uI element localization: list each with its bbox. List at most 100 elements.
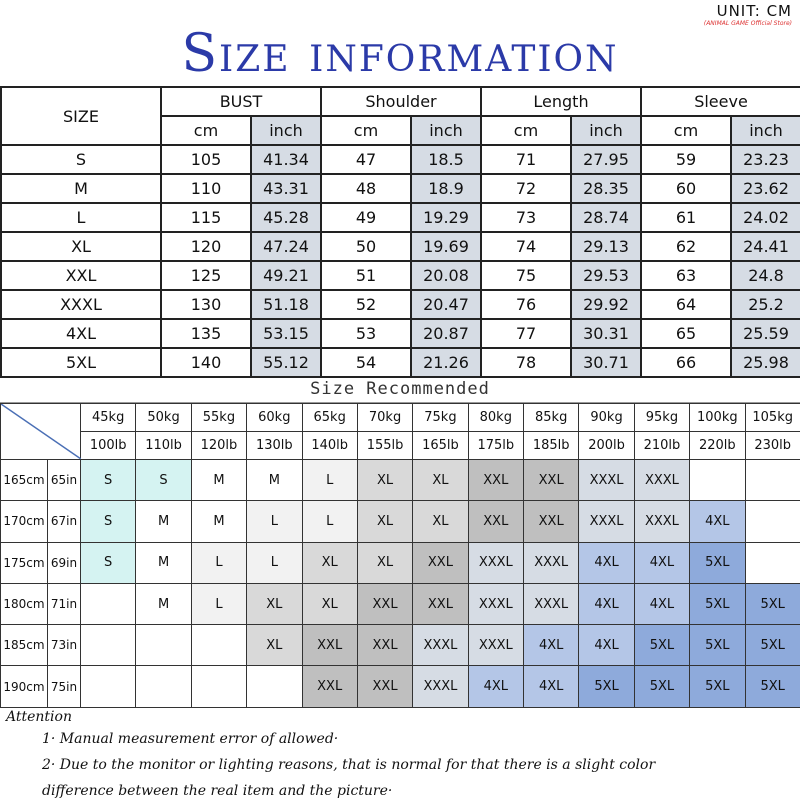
- size-cell: XXL: [413, 583, 468, 624]
- measure-cell: 125: [161, 261, 251, 290]
- measure-cell: 65: [641, 319, 731, 348]
- inch-header: inch: [731, 116, 800, 145]
- measure-cell: 51: [321, 261, 411, 290]
- unit-text: UNIT: CM: [704, 2, 792, 20]
- height-cm-label: 165cm: [1, 460, 48, 501]
- measure-cell: 20.87: [411, 319, 481, 348]
- weight-lb-header: 230lb: [745, 432, 800, 460]
- size-cell: XXL: [357, 583, 412, 624]
- size-cell: XL: [413, 460, 468, 501]
- weight-lb-header: 165lb: [413, 432, 468, 460]
- store-watermark: (ANIMAL GAME Official Store): [704, 20, 792, 27]
- size-cell: M: [136, 542, 191, 583]
- measure-cell: 60: [641, 174, 731, 203]
- measure-cell: 130: [161, 290, 251, 319]
- size-cell: XXL: [468, 460, 523, 501]
- measure-cell: 29.92: [571, 290, 641, 319]
- height-in-label: 73in: [48, 625, 81, 666]
- size-cell: L: [247, 542, 302, 583]
- measure-cell: 25.98: [731, 348, 800, 377]
- measure-cell: 48: [321, 174, 411, 203]
- size-cell: XXXL: [413, 625, 468, 666]
- measure-cell: 27.95: [571, 145, 641, 174]
- height-in-label: 69in: [48, 542, 81, 583]
- weight-kg-header: 95kg: [634, 404, 689, 432]
- weight-kg-header: 55kg: [191, 404, 246, 432]
- size-cell: S: [81, 501, 136, 542]
- size-cell: 4XL: [524, 666, 579, 707]
- measure-cell: 52: [321, 290, 411, 319]
- size-cell: XXL: [357, 625, 412, 666]
- unit-label: UNIT: CM (ANIMAL GAME Official Store): [704, 2, 792, 27]
- size-cell: 5XL: [690, 666, 745, 707]
- size-cell: S: [1, 145, 161, 174]
- size-cell: [745, 542, 800, 583]
- weight-kg-header: 100kg: [690, 404, 745, 432]
- measure-cell: 64: [641, 290, 731, 319]
- weight-lb-header: 220lb: [690, 432, 745, 460]
- measure-cell: 115: [161, 203, 251, 232]
- measure-cell: 20.47: [411, 290, 481, 319]
- height-cm-label: 185cm: [1, 625, 48, 666]
- size-cell: 5XL: [1, 348, 161, 377]
- measure-cell: 18.5: [411, 145, 481, 174]
- measure-cell: 77: [481, 319, 571, 348]
- measure-cell: 30.31: [571, 319, 641, 348]
- size-cell: 4XL: [468, 666, 523, 707]
- measure-cell: 73: [481, 203, 571, 232]
- size-cell: [247, 666, 302, 707]
- size-cell: XXL: [524, 501, 579, 542]
- measure-cell: 29.13: [571, 232, 641, 261]
- weight-lb-header: 185lb: [524, 432, 579, 460]
- measure-cell: 25.59: [731, 319, 800, 348]
- cm-header: cm: [321, 116, 411, 145]
- size-cell: L: [247, 501, 302, 542]
- measure-cell: 55.12: [251, 348, 321, 377]
- size-cell: XL: [413, 501, 468, 542]
- size-cell: XXXL: [579, 501, 634, 542]
- size-cell: XXXL: [524, 542, 579, 583]
- size-cell: XL: [357, 542, 412, 583]
- size-cell: S: [81, 542, 136, 583]
- measure-cell: 24.8: [731, 261, 800, 290]
- size-cell: S: [136, 460, 191, 501]
- cm-header: cm: [161, 116, 251, 145]
- size-cell: XL: [302, 542, 357, 583]
- weight-kg-header: 65kg: [302, 404, 357, 432]
- size-cell: M: [136, 501, 191, 542]
- size-cell: XXXL: [634, 501, 689, 542]
- measure-cell: 72: [481, 174, 571, 203]
- diagonal-line: [1, 404, 81, 459]
- size-cell: [191, 625, 246, 666]
- measure-cell: 19.69: [411, 232, 481, 261]
- measure-cell: 62: [641, 232, 731, 261]
- size-cell: 4XL: [1, 319, 161, 348]
- size-cell: 4XL: [634, 583, 689, 624]
- weight-lb-header: 120lb: [191, 432, 246, 460]
- size-cell: L: [191, 583, 246, 624]
- size-cell: L: [1, 203, 161, 232]
- weight-kg-header: 75kg: [413, 404, 468, 432]
- group-header: Sleeve: [641, 87, 800, 116]
- height-cm-label: 190cm: [1, 666, 48, 707]
- size-cell: 4XL: [634, 542, 689, 583]
- size-cell: [745, 460, 800, 501]
- weight-kg-header: 45kg: [81, 404, 136, 432]
- weight-lb-header: 100lb: [81, 432, 136, 460]
- size-cell: 5XL: [745, 583, 800, 624]
- size-cell: XL: [302, 583, 357, 624]
- weight-lb-header: 110lb: [136, 432, 191, 460]
- measure-cell: 53: [321, 319, 411, 348]
- size-cell: 5XL: [634, 666, 689, 707]
